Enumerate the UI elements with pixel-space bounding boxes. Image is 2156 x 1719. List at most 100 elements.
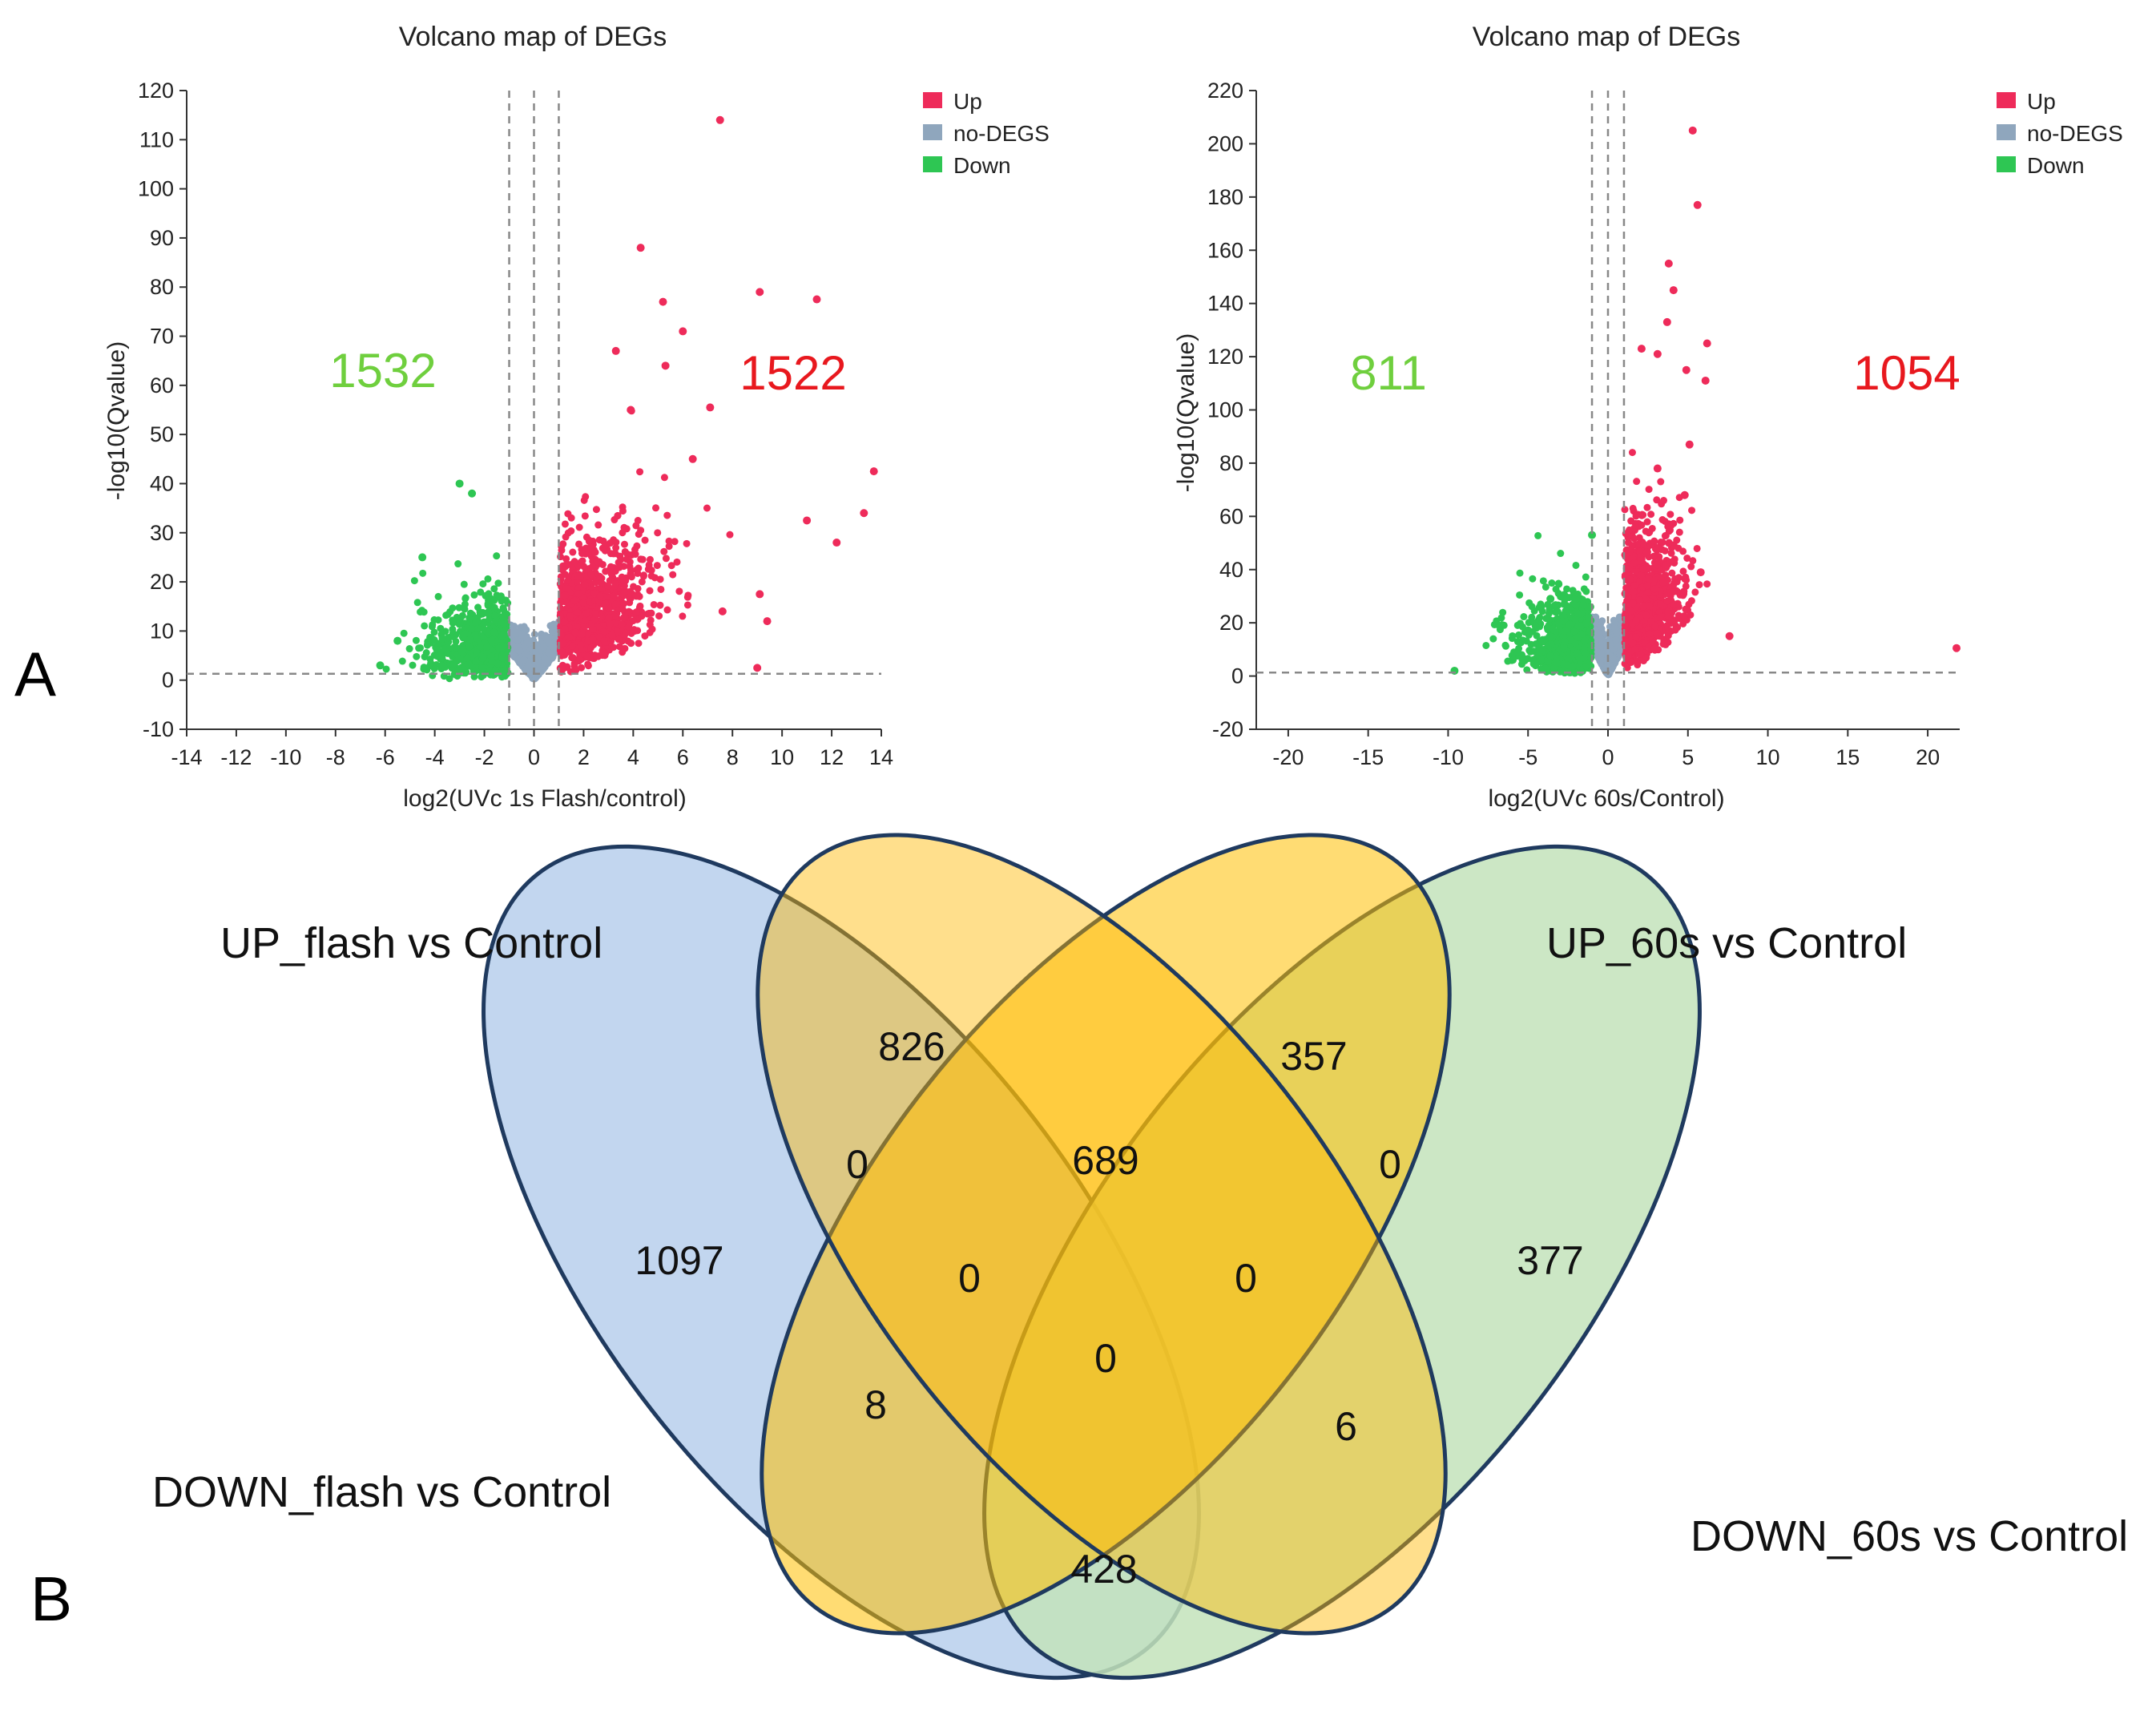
y-tick-label: 50 — [150, 422, 174, 446]
up-point — [634, 627, 642, 635]
down-point — [1516, 591, 1524, 599]
up-point — [1680, 490, 1689, 499]
up-point — [578, 557, 586, 565]
up-point — [612, 544, 620, 552]
up-point — [583, 631, 591, 639]
up-point — [578, 550, 586, 558]
down-point — [1542, 614, 1550, 622]
up-point — [1696, 568, 1705, 577]
up-point — [646, 628, 654, 636]
down-point — [479, 580, 487, 588]
up-point — [869, 467, 878, 476]
x-tick-label: 5 — [1682, 745, 1694, 769]
up-point — [1693, 200, 1702, 209]
up-point — [638, 612, 646, 620]
nodeg-point — [520, 656, 528, 664]
up-point — [659, 297, 667, 306]
down-point — [472, 618, 480, 626]
down-point — [1499, 608, 1507, 616]
down-point — [429, 621, 437, 629]
x-tick-label: -14 — [171, 745, 202, 769]
down-point — [1541, 664, 1549, 672]
up-point — [646, 587, 654, 595]
nodeg-point — [1595, 654, 1603, 662]
y-tick-label: 40 — [1219, 558, 1243, 582]
up-point — [618, 620, 626, 628]
up-point — [585, 536, 593, 544]
up-point — [610, 592, 618, 600]
up-point — [651, 574, 659, 582]
up-point — [1662, 531, 1670, 539]
down-point — [409, 661, 417, 669]
up-point — [586, 644, 594, 652]
up-point — [1658, 539, 1666, 547]
up-point — [599, 649, 607, 657]
venn-label-down-60s: DOWN_60s vs Control — [1691, 1512, 2128, 1560]
up-point — [654, 529, 662, 537]
down-point — [1516, 569, 1524, 577]
up-point — [812, 295, 821, 304]
down-point — [1582, 619, 1590, 627]
up-point — [635, 640, 643, 648]
up-point — [591, 548, 599, 556]
up-point — [688, 454, 697, 463]
nodeg-point — [1598, 617, 1606, 625]
legend-up-label: Up — [953, 89, 982, 114]
down-point — [457, 648, 465, 656]
down-point — [500, 620, 508, 628]
up-point — [1675, 528, 1683, 536]
up-point — [718, 607, 727, 615]
up-point — [627, 406, 635, 414]
down-point — [1517, 639, 1525, 647]
up-point — [574, 608, 582, 616]
up-point — [1703, 580, 1711, 588]
up-point — [632, 592, 640, 600]
volcano-flash-xlabel: log2(UVc 1s Flash/control) — [403, 785, 686, 812]
up-point — [595, 598, 603, 606]
down-point — [444, 634, 452, 642]
up-point — [653, 562, 661, 570]
up-point — [623, 525, 631, 533]
down-point — [1529, 575, 1537, 583]
up-point — [615, 636, 623, 644]
up-point — [602, 567, 610, 575]
down-point — [484, 600, 492, 608]
up-point — [582, 610, 590, 618]
up-point — [679, 327, 687, 336]
up-point — [584, 660, 592, 668]
up-point — [1630, 587, 1638, 595]
up-point — [1664, 259, 1673, 268]
down-point — [1531, 622, 1539, 630]
up-point — [587, 543, 595, 551]
up-point — [602, 541, 610, 549]
down-point — [430, 628, 438, 636]
legend-up-swatch — [1997, 92, 2016, 108]
up-point — [663, 606, 671, 614]
up-point — [1680, 590, 1688, 598]
up-point — [1653, 464, 1662, 473]
up-point — [581, 512, 589, 520]
up-point — [1645, 486, 1653, 494]
nodeg-point — [549, 652, 557, 660]
up-point — [607, 563, 615, 571]
down-point — [504, 599, 512, 607]
down-point — [464, 654, 472, 662]
up-point — [600, 636, 608, 644]
nodeg-point — [1610, 616, 1618, 624]
down-point — [499, 613, 507, 621]
x-tick-label: -15 — [1352, 745, 1384, 769]
volcano-flash-legend: Up no-DEGS Down — [923, 89, 1050, 178]
down-point — [470, 591, 478, 599]
down-point — [500, 605, 508, 613]
up-point — [683, 593, 691, 601]
up-point — [598, 560, 607, 568]
down-point — [487, 636, 495, 644]
up-point — [1647, 510, 1655, 519]
volcano-60s-up-count: 1054 — [1853, 346, 1960, 400]
up-point — [1642, 654, 1650, 662]
up-point — [638, 578, 646, 586]
down-point — [478, 673, 486, 681]
down-point — [1537, 656, 1545, 664]
down-point — [437, 661, 445, 669]
